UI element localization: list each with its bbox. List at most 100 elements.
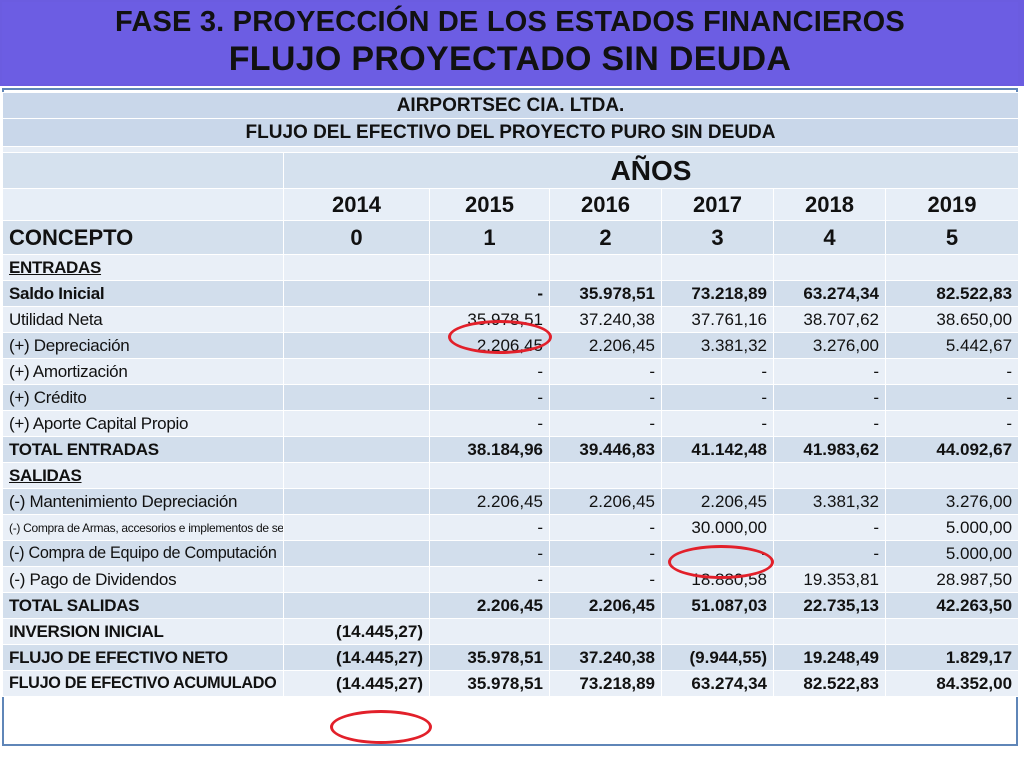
value-cell: -: [884, 384, 1020, 411]
year-cell: 2019: [884, 188, 1020, 221]
value-cell: [549, 618, 662, 645]
period-cell: 0: [283, 220, 430, 255]
value-cell: 30.000,00: [661, 514, 774, 541]
period-cell: 2: [549, 220, 662, 255]
value-cell: 2.206,45: [549, 592, 662, 619]
value-cell: 41.142,48: [661, 436, 774, 463]
concept-label: CONCEPTO: [2, 220, 284, 255]
value-cell: 35.978,51: [429, 670, 550, 697]
value-cell: 1.829,17: [884, 644, 1020, 671]
table-row: (+) Aporte Capital Propio - - - - -: [2, 410, 1020, 437]
company-header-row: AIRPORTSEC CIA. LTDA.: [1, 92, 1020, 119]
years-heading-row: AÑOS: [2, 152, 1020, 189]
value-cell: (14.445,27): [283, 618, 430, 645]
value-cell: [283, 384, 430, 411]
value-cell: [283, 566, 430, 593]
value-cell: [283, 306, 430, 333]
table-row: ENTRADAS: [2, 254, 1020, 281]
table-row: TOTAL ENTRADAS 38.184,96 39.446,83 41.142,4…: [2, 436, 1020, 463]
value-cell: -: [773, 514, 886, 541]
row-label: Utilidad Neta: [2, 306, 284, 333]
value-cell: (14.445,27): [283, 670, 430, 697]
value-cell: [283, 436, 430, 463]
value-cell: -: [429, 540, 550, 567]
value-cell: 37.761,16: [661, 306, 774, 333]
value-cell: [429, 254, 550, 281]
value-cell: 84.352,00: [884, 670, 1020, 697]
value-cell: 22.735,13: [773, 592, 886, 619]
year-cell: 2017: [661, 188, 774, 221]
table-row: SALIDAS: [2, 462, 1020, 489]
cash-flow-table: AIRPORTSEC CIA. LTDA. FLUJO DEL EFECTIVO…: [1, 92, 1020, 697]
value-cell: -: [549, 358, 662, 385]
value-cell: -: [549, 410, 662, 437]
value-cell: (9.944,55): [661, 644, 774, 671]
table-row: INVERSION INICIAL (14.445,27): [2, 618, 1020, 645]
value-cell: -: [429, 410, 550, 437]
value-cell: [283, 540, 430, 567]
value-cell: 38.650,00: [884, 306, 1020, 333]
value-cell: [283, 358, 430, 385]
value-cell: -: [884, 358, 1020, 385]
row-label: (+) Depreciación: [2, 332, 284, 359]
value-cell: -: [773, 540, 886, 567]
value-cell: -: [429, 566, 550, 593]
value-cell: -: [661, 384, 774, 411]
value-cell: 19.353,81: [773, 566, 886, 593]
value-cell: 82.522,83: [884, 280, 1020, 307]
value-cell: 63.274,34: [773, 280, 886, 307]
value-cell: 42.263,50: [884, 592, 1020, 619]
years-row: 2014 2015 2016 2017 2018 2019: [2, 188, 1020, 221]
value-cell: [283, 280, 430, 307]
table-row: (+) Depreciación 2.206,45 2.206,45 3.381,32…: [2, 332, 1020, 359]
value-cell: [283, 410, 430, 437]
row-label: TOTAL SALIDAS: [2, 592, 284, 619]
year-cell: 2016: [549, 188, 662, 221]
value-cell: -: [429, 384, 550, 411]
row-label: Saldo Inicial: [2, 280, 284, 307]
value-cell: [884, 618, 1020, 645]
value-cell: 63.274,34: [661, 670, 774, 697]
value-cell: -: [773, 410, 886, 437]
value-cell: 3.276,00: [884, 488, 1020, 515]
concept-header-row: CONCEPTO 0 1 2 3 4 5: [2, 220, 1020, 255]
value-cell: -: [661, 540, 774, 567]
value-cell: [661, 462, 774, 489]
value-cell: [884, 254, 1020, 281]
value-cell: [283, 514, 430, 541]
table-row: (-) Compra de Armas, accesorios e implem…: [2, 514, 1020, 541]
value-cell: 2.206,45: [429, 592, 550, 619]
value-cell: 35.978,51: [429, 644, 550, 671]
table-row: (+) Crédito - - - - -: [2, 384, 1020, 411]
value-cell: 2.206,45: [549, 332, 662, 359]
value-cell: 5.442,67: [884, 332, 1020, 359]
value-cell: [283, 332, 430, 359]
value-cell: -: [549, 514, 662, 541]
report-title-row: FLUJO DEL EFECTIVO DEL PROYECTO PURO SIN…: [1, 118, 1020, 147]
value-cell: -: [661, 410, 774, 437]
value-cell: [773, 618, 886, 645]
value-cell: -: [429, 514, 550, 541]
value-cell: [283, 462, 430, 489]
value-cell: 3.276,00: [773, 332, 886, 359]
row-label: (+) Crédito: [2, 384, 284, 411]
table-row: (-) Mantenimiento Depreciación 2.206,45 2.…: [2, 488, 1020, 515]
period-cell: 5: [884, 220, 1020, 255]
table-row: Utilidad Neta 35.978,51 37.240,38 37.761,16…: [2, 306, 1020, 333]
value-cell: 18.880,58: [661, 566, 774, 593]
row-label: (-) Compra de Armas, accesorios e implem…: [2, 514, 284, 541]
value-cell: 3.381,32: [661, 332, 774, 359]
period-cell: 1: [429, 220, 550, 255]
value-cell: [283, 592, 430, 619]
row-label: FLUJO DE EFECTIVO NETO: [2, 644, 284, 671]
value-cell: [429, 462, 550, 489]
value-cell: 38.707,62: [773, 306, 886, 333]
slide-title-line2: FLUJO PROYECTADO SIN DEUDA: [228, 40, 792, 78]
value-cell: 37.240,38: [549, 306, 662, 333]
table-row: (-) Compra de Equipo de Computación - - - -5…: [2, 540, 1020, 567]
year-cell: 2014: [283, 188, 430, 221]
value-cell: 35.978,51: [549, 280, 662, 307]
slide-title: FASE 3. PROYECCIÓN DE LOS ESTADOS FINANC…: [2, 2, 1018, 84]
value-cell: 38.184,96: [429, 436, 550, 463]
value-cell: 3.381,32: [773, 488, 886, 515]
